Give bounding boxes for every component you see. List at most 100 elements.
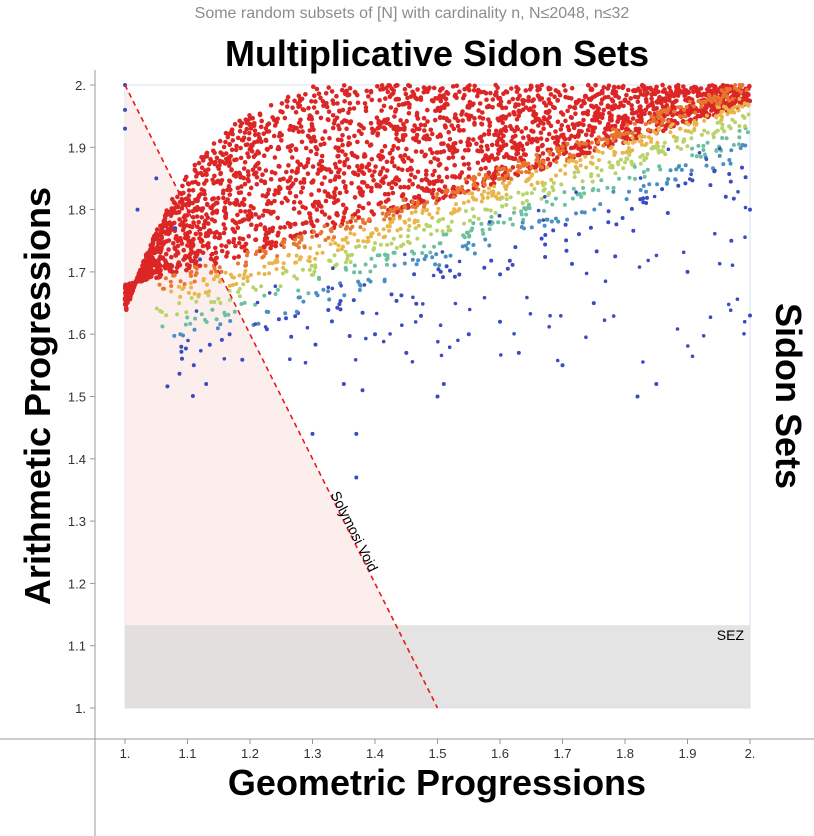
data-point <box>154 306 159 311</box>
data-point <box>219 337 224 342</box>
data-point <box>516 350 521 355</box>
data-point <box>724 136 729 141</box>
data-point <box>570 196 575 201</box>
data-point <box>214 229 219 235</box>
data-point <box>152 247 158 253</box>
data-point <box>748 207 752 212</box>
data-point <box>736 104 741 108</box>
data-point <box>359 163 365 168</box>
data-point <box>541 121 546 126</box>
data-point <box>525 205 530 210</box>
data-point <box>659 96 665 102</box>
data-point <box>435 210 440 215</box>
data-point <box>349 150 355 156</box>
data-point <box>711 135 716 140</box>
data-point <box>576 132 581 138</box>
data-point <box>378 169 384 175</box>
data-point <box>562 190 567 195</box>
data-point <box>510 134 516 140</box>
data-point <box>388 105 394 110</box>
right-axis-label: Sidon Sets <box>768 303 809 489</box>
data-point <box>425 119 430 124</box>
data-point <box>406 83 411 88</box>
data-point <box>235 135 241 141</box>
data-point <box>192 291 197 296</box>
data-point <box>608 146 613 151</box>
data-point <box>192 279 197 284</box>
data-point <box>690 146 695 151</box>
data-point <box>291 206 297 211</box>
data-point <box>474 184 479 189</box>
data-point <box>427 181 432 187</box>
data-point <box>658 167 663 172</box>
data-point <box>328 178 333 184</box>
data-point <box>667 95 672 101</box>
data-point <box>437 115 443 121</box>
data-point <box>184 262 190 268</box>
data-point <box>281 245 286 250</box>
data-point <box>715 108 720 114</box>
data-point <box>712 94 717 99</box>
data-point <box>319 153 325 159</box>
data-point <box>603 279 608 284</box>
data-point <box>742 319 747 324</box>
data-point <box>466 199 471 204</box>
data-point <box>481 89 487 95</box>
data-point <box>516 190 521 195</box>
data-point <box>186 254 192 260</box>
data-point <box>305 160 311 165</box>
data-point <box>175 243 181 249</box>
data-point <box>681 114 686 119</box>
data-point <box>512 144 518 150</box>
data-point <box>415 200 420 205</box>
data-point <box>326 285 331 290</box>
data-point <box>296 245 301 250</box>
data-point <box>569 85 575 91</box>
data-point <box>293 237 297 242</box>
data-point <box>136 270 142 276</box>
data-point <box>402 219 407 224</box>
data-point <box>734 93 740 98</box>
data-point <box>379 108 384 113</box>
data-point <box>338 307 343 312</box>
data-point <box>232 255 237 261</box>
data-point <box>413 226 418 231</box>
data-point <box>243 241 249 247</box>
data-point <box>498 272 503 277</box>
data-point <box>565 124 571 130</box>
data-point <box>396 102 402 108</box>
data-point <box>261 153 267 158</box>
data-point <box>441 93 447 98</box>
data-point <box>709 108 714 113</box>
data-point <box>504 192 509 197</box>
data-point <box>504 197 509 202</box>
data-point <box>158 263 163 269</box>
data-point <box>521 135 526 140</box>
data-point <box>558 110 564 115</box>
data-point <box>345 256 350 261</box>
data-point <box>629 206 634 211</box>
data-point <box>356 185 362 190</box>
data-point <box>551 188 556 193</box>
data-point <box>510 222 515 227</box>
y-tick-label: 1.3 <box>68 514 86 529</box>
data-point <box>384 214 389 218</box>
data-point <box>501 91 506 96</box>
data-point <box>205 233 211 238</box>
data-point <box>210 177 215 183</box>
data-point <box>369 97 375 103</box>
data-point <box>309 263 314 268</box>
data-point <box>193 273 198 278</box>
data-point <box>467 234 471 239</box>
data-point <box>611 189 616 194</box>
data-point <box>562 137 568 142</box>
data-point <box>498 319 502 324</box>
data-point <box>307 267 312 272</box>
data-point <box>582 191 587 196</box>
data-point <box>510 165 516 170</box>
data-point <box>594 165 599 170</box>
data-point <box>644 99 649 105</box>
data-point <box>486 175 491 180</box>
data-point <box>267 271 272 276</box>
y-tick-label: 2. <box>75 78 86 93</box>
